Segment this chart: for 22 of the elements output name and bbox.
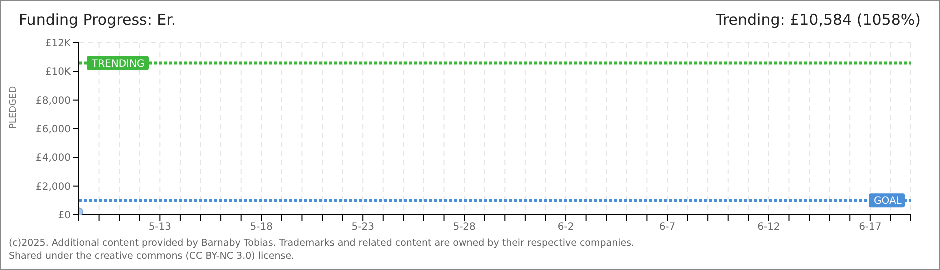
x-tick-label: 5-28 [453,222,476,234]
x-tick-label: 6-7 [659,222,676,234]
ref-line-label: TRENDING [91,58,145,70]
y-tick-label: £12K [45,38,72,50]
x-tick-label: 5-23 [352,222,374,234]
text: Shared under the creative commons (CC BY-NC 3.0) license. [9,250,296,263]
y-axis-title: PLEDGED [9,86,20,129]
y-tick-label: £0 [58,210,71,222]
x-tick-label: 5-13 [148,222,172,234]
y-tick-label: £10K [45,67,72,78]
y-tick-label: £4,000 [36,153,71,164]
chart-title: Funding Progress: Er. [19,11,176,29]
text: (c)2025. Additional content provided by Barnaby Tobias. Trademarks and related content are owned by their respective companies. [9,237,635,250]
ref-line-label: GOAL [874,196,902,208]
x-tick-label: 5-18 [250,222,273,234]
y-tick-label: £2,000 [36,182,71,193]
x-tick-label: 6-2 [558,222,574,234]
y-tick-label: £8,000 [36,96,71,107]
x-tick-label: 6-12 [758,222,780,234]
chart-subtitle: Trending: £10,584 (1058%) [716,11,921,29]
x-tick-label: 6-17 [859,222,882,234]
y-tick-label: £6,000 [36,124,71,136]
